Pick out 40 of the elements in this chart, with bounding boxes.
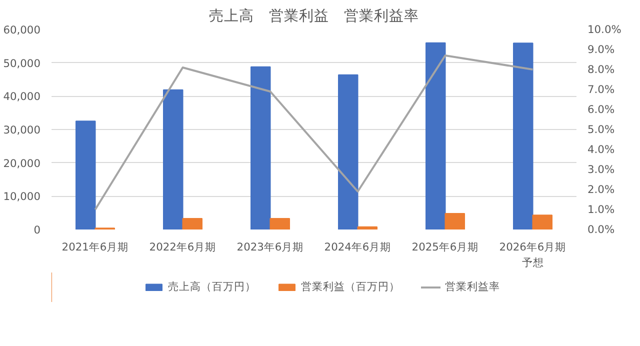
legend-label: 営業利益（百万円） xyxy=(301,280,400,294)
x-tick-label: 2023年6月期 xyxy=(236,240,304,254)
line-series xyxy=(94,54,534,210)
y2-tick-label: 10.0% xyxy=(588,23,622,36)
y2-tick-label: 8.0% xyxy=(588,63,615,76)
y-tick-label: 50,000 xyxy=(3,56,41,70)
x-tick-label: 2021年6月期 xyxy=(62,240,129,254)
y2-tick-label: 5.0% xyxy=(588,123,615,136)
y2-tick-label: 1.0% xyxy=(588,203,615,216)
x-tick-label: 2025年6月期 xyxy=(412,240,479,254)
bar xyxy=(532,214,552,230)
y2-tick-label: 4.0% xyxy=(588,143,615,156)
y-tick-label: 20,000 xyxy=(3,156,41,170)
bar xyxy=(163,89,184,230)
bar xyxy=(250,66,271,230)
chart-title: 売上高 営業利益 営業利益率 xyxy=(209,8,419,24)
y2-tick-label: 0.0% xyxy=(588,223,615,236)
y2-tick-label: 9.0% xyxy=(588,43,615,56)
bar xyxy=(444,213,465,230)
bar xyxy=(357,226,378,230)
y2-tick-label: 7.0% xyxy=(588,83,615,96)
y2-tick-label: 3.0% xyxy=(588,163,615,176)
legend-label: 営業利益率 xyxy=(445,280,500,294)
legend-label: 売上高（百万円） xyxy=(168,280,256,294)
y2-tick-label: 2.0% xyxy=(588,183,615,196)
bar xyxy=(338,74,358,230)
y-tick-label: 0 xyxy=(34,224,41,236)
y2-tick-label: 6.0% xyxy=(588,103,615,116)
x-tick-label: 2026年6月期予想 xyxy=(499,240,566,270)
y-tick-label: 40,000 xyxy=(3,90,41,104)
y-tick-label: 60,000 xyxy=(3,24,41,36)
bar xyxy=(513,42,534,230)
y-tick-label: 30,000 xyxy=(3,124,41,136)
bar xyxy=(76,120,96,230)
bar xyxy=(270,218,290,230)
bar xyxy=(426,42,446,230)
y-tick-label: 10,000 xyxy=(3,190,41,204)
x-tick-label: 2024年6月期 xyxy=(324,240,392,254)
bar xyxy=(182,218,202,230)
x-tick-label: 2022年6月期 xyxy=(149,240,216,254)
